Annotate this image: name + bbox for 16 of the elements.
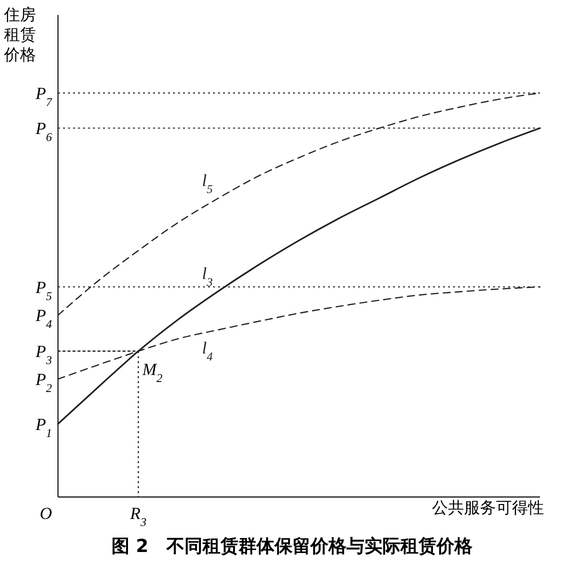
x-axis-title: 公共服务可得性 [432,498,544,517]
series-label: l$_{4}$ [202,338,213,364]
series-label: l$_{5}$ [202,171,213,196]
series-label: l$_{3}$ [202,264,213,289]
text: P$_{3}$ [34,342,52,368]
ref-line-label: P$_{7}$ [34,84,54,109]
text: R$_{3}$ [129,504,147,529]
ref-line-label: P$_{5}$ [34,278,52,303]
text: P$_{2}$ [34,370,52,396]
ref-line-label: P$_{6}$ [34,119,52,144]
annotation: M$_{2}$ [141,360,163,386]
y-axis-title: 住房租赁价格 [3,5,36,64]
text: P$_{4}$ [34,306,52,332]
text: 图 2 不同租赁群体保留价格与实际租赁价格 [112,536,474,557]
text: O [40,504,52,523]
text: P$_{1}$ [34,414,52,440]
